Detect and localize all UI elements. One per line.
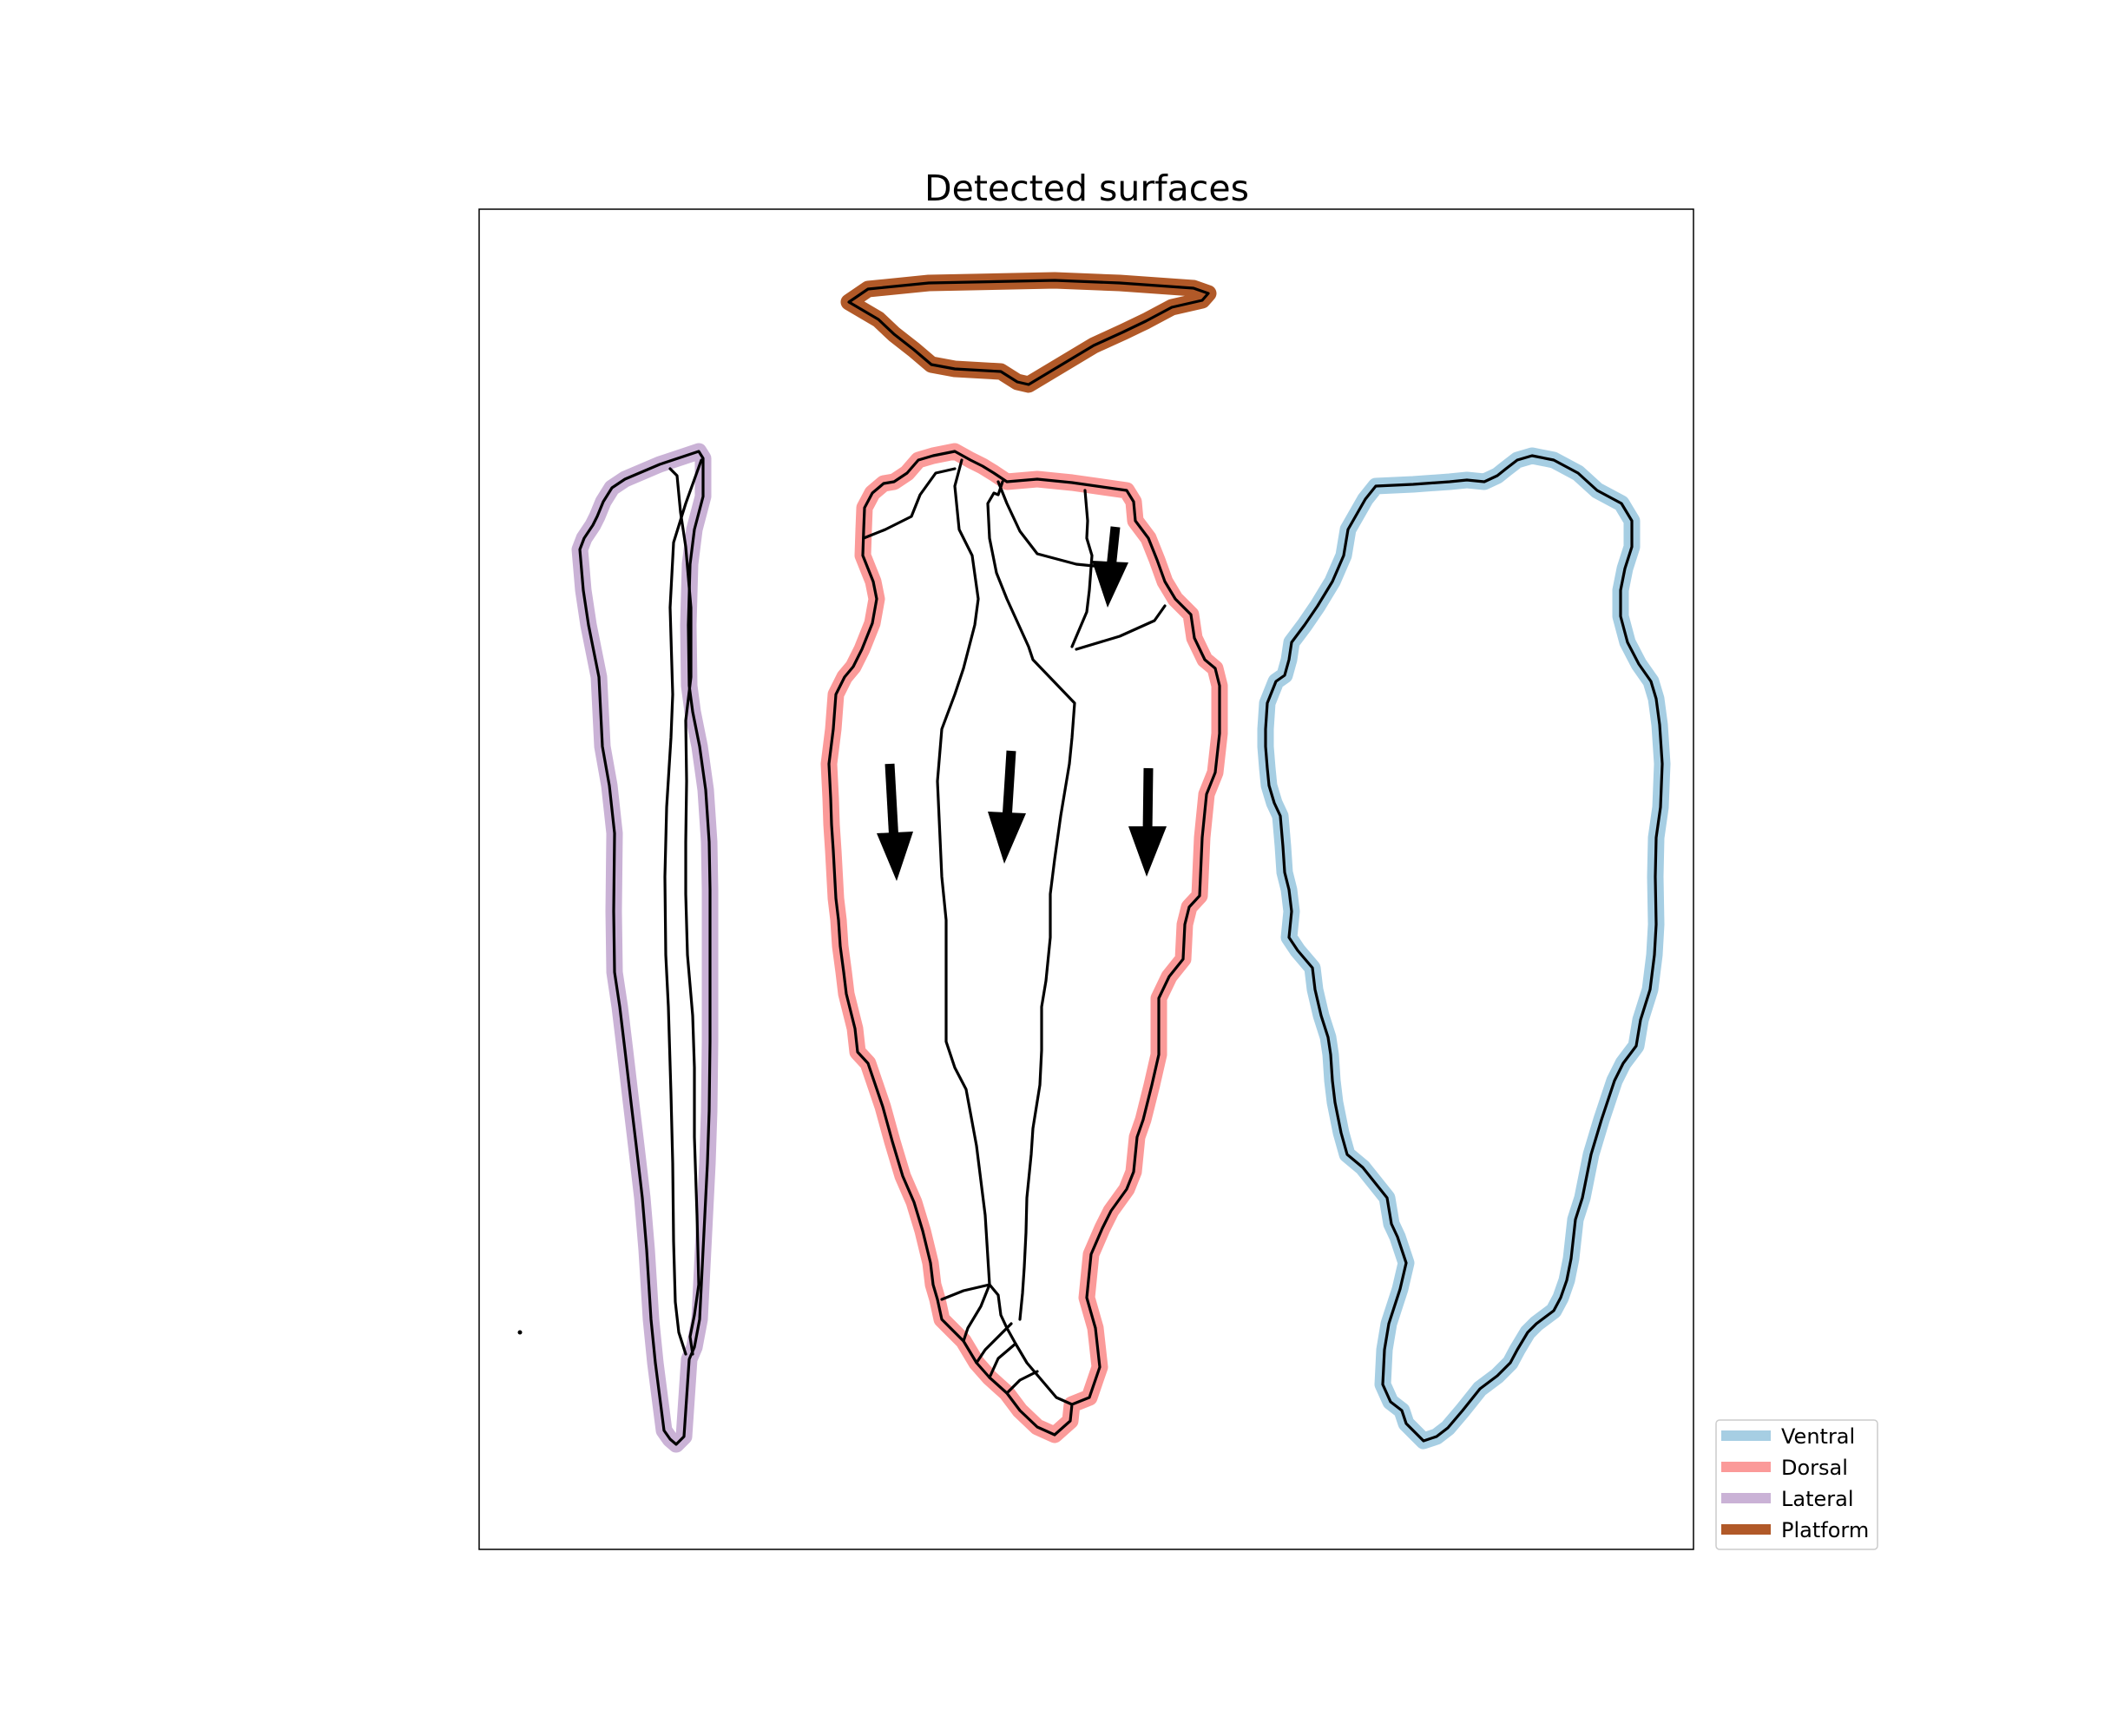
ventral-highlight xyxy=(1257,447,1671,1450)
legend: Ventral Dorsal Lateral Platform xyxy=(1715,1419,1878,1550)
dorsal-scar-line xyxy=(1005,1370,1039,1395)
flake-direction-arrow xyxy=(1092,526,1128,608)
platform-outline xyxy=(847,279,1210,386)
lateral-ridge-line xyxy=(663,458,703,1356)
dorsal-scar-line xyxy=(986,480,1076,1321)
flake-direction-arrow xyxy=(877,763,913,881)
flake-direction-arrow xyxy=(988,750,1026,864)
lateral-outline xyxy=(578,450,712,1446)
dorsal-scar-line xyxy=(962,1283,991,1343)
flake-direction-arrow xyxy=(1128,767,1167,877)
dorsal-surface xyxy=(820,443,1228,1443)
legend-item-ventral: Ventral xyxy=(1721,1424,1855,1449)
dorsal-scar-line xyxy=(975,1326,1074,1406)
ventral-surface xyxy=(1257,447,1671,1450)
dorsal-scar-line xyxy=(862,467,957,540)
ventral-outline xyxy=(1264,454,1664,1443)
legend-item-dorsal: Dorsal xyxy=(1721,1456,1848,1480)
dorsal-scar-line xyxy=(1075,604,1167,651)
legend-label: Platform xyxy=(1781,1518,1869,1542)
dorsal-outline xyxy=(827,450,1221,1437)
lateral-surface xyxy=(571,443,719,1453)
stray-point xyxy=(517,1330,523,1335)
platform-surface xyxy=(840,272,1217,393)
legend-box xyxy=(1715,1419,1878,1550)
platform-highlight xyxy=(840,272,1217,393)
plot-frame xyxy=(478,208,1694,1550)
legend-label: Lateral xyxy=(1781,1487,1854,1511)
figure-title: Detected surfaces xyxy=(924,168,1249,209)
legend-item-lateral: Lateral xyxy=(1721,1487,1854,1511)
dorsal-scar-line xyxy=(996,480,1095,568)
legend-item-platform: Platform xyxy=(1721,1518,1869,1542)
dorsal-scar-line xyxy=(988,1342,1017,1379)
dorsal-scar-line xyxy=(936,458,991,1286)
dorsal-scar-line xyxy=(1070,489,1094,648)
legend-label: Ventral xyxy=(1781,1424,1855,1449)
lateral-ridge-line xyxy=(668,467,700,1356)
legend-label: Dorsal xyxy=(1781,1456,1848,1480)
